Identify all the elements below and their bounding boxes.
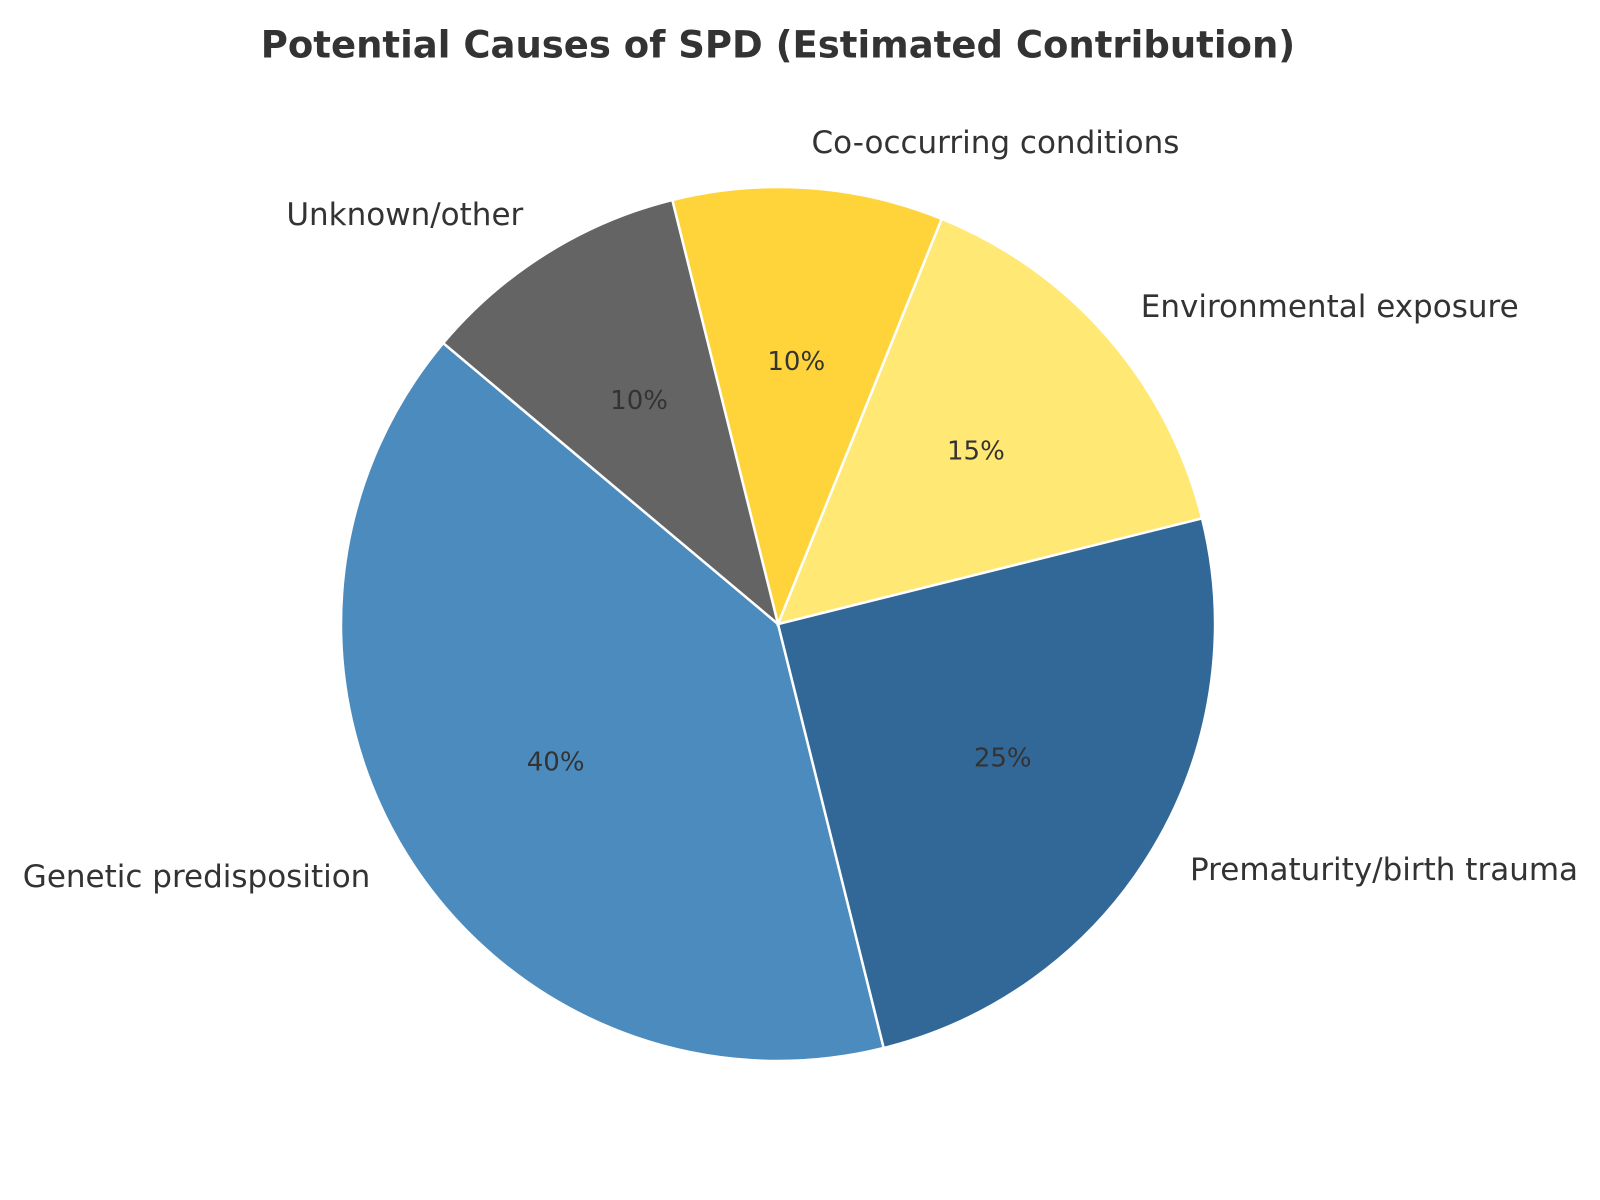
pie-slice-co-occurring-conditions — [670, 185, 944, 629]
slice-label-environmental-exposure: Environmental exposure — [1141, 289, 1519, 325]
pct-label-co-occurring-conditions: 10% — [767, 347, 825, 377]
pie-slice-unknown-other — [441, 198, 781, 628]
slice-label-prematurity-birth-trauma: Prematurity/birth trauma — [1190, 852, 1578, 888]
pie-slice-prematurity-birth-trauma — [776, 516, 1217, 1050]
pct-label-genetic-predisposition: 40% — [527, 747, 585, 777]
pct-label-prematurity-birth-trauma: 25% — [974, 744, 1032, 774]
pie-slice-environmental-exposure — [775, 217, 1204, 626]
pie-slices — [339, 185, 1217, 1063]
chart-title: Potential Causes of SPD (Estimated Contr… — [261, 24, 1295, 67]
slice-label-genetic-predisposition: Genetic predisposition — [23, 859, 371, 895]
pct-label-unknown-other: 10% — [610, 386, 668, 416]
slice-label-unknown-other: Unknown/other — [286, 197, 523, 233]
pie-slice-genetic-predisposition — [339, 341, 886, 1063]
slice-label-co-occurring-conditions: Co-occurring conditions — [812, 125, 1180, 161]
pct-label-environmental-exposure: 15% — [947, 436, 1005, 466]
pie-labels: Genetic predisposition 40% Prematurity/bir… — [23, 125, 1578, 895]
